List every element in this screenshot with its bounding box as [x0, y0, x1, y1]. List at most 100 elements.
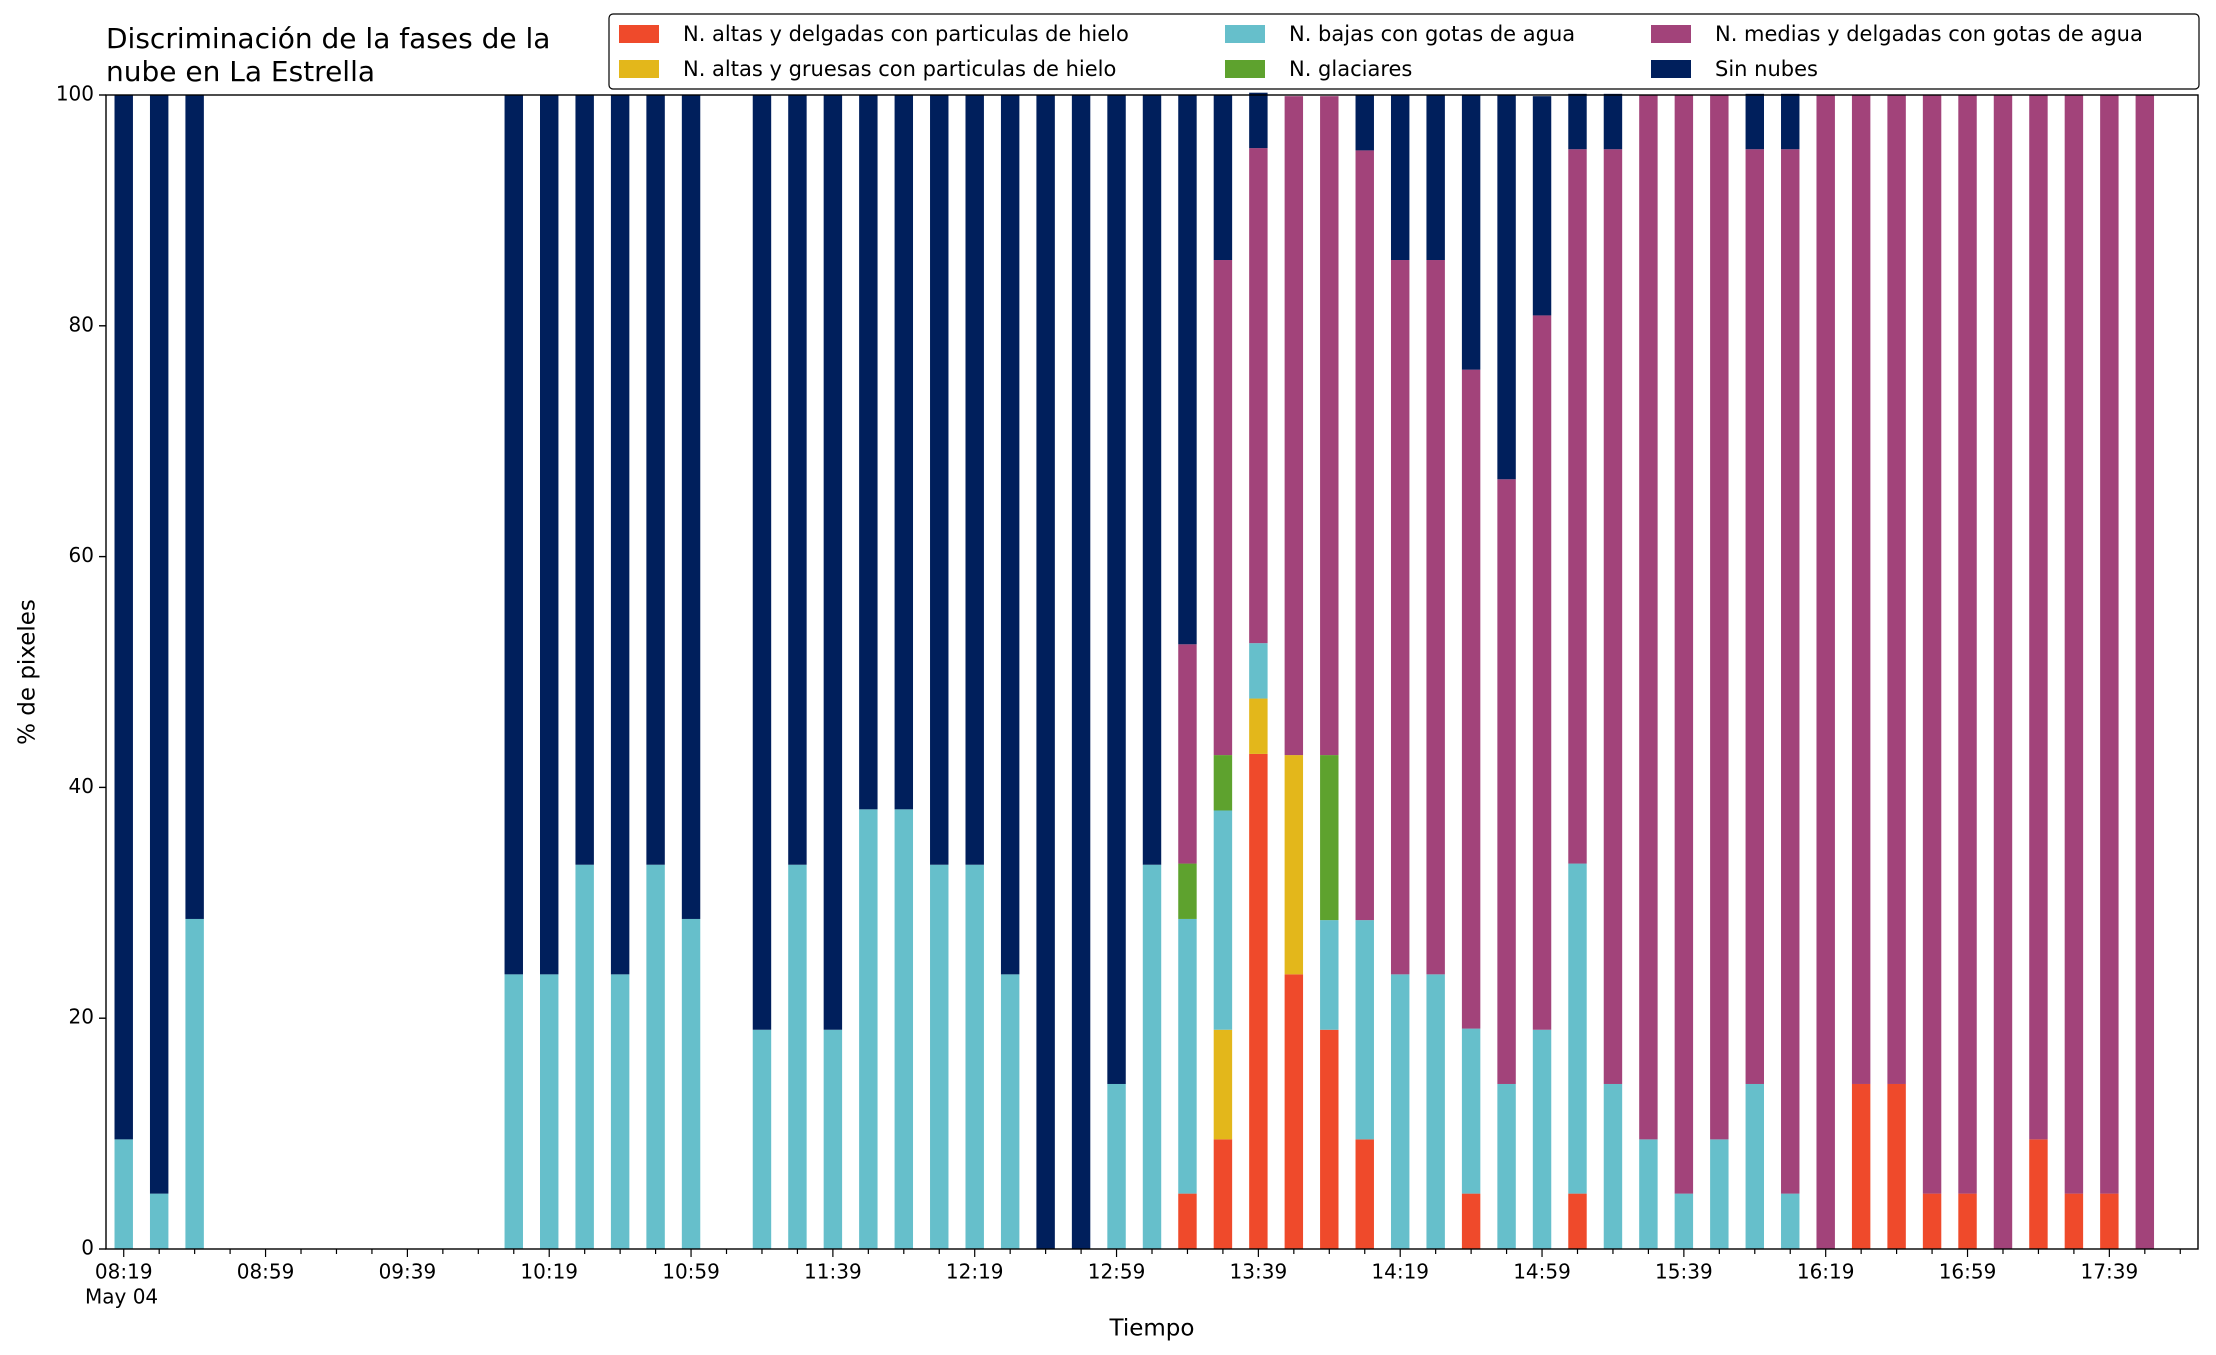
bar-segment — [788, 864, 807, 1249]
bar-segment — [1355, 150, 1374, 921]
bar-segment — [930, 95, 949, 865]
bar-segment — [1249, 148, 1268, 644]
bar-segment — [1284, 755, 1304, 975]
bar-segment — [610, 974, 630, 1249]
bar-segment — [149, 1193, 169, 1249]
bar-segment — [504, 95, 523, 975]
y-tick-label: 80 — [69, 312, 94, 336]
bar-segment — [1745, 93, 1764, 150]
bar-segment — [1249, 698, 1268, 754]
bar-segment — [1071, 95, 1091, 1249]
bar-segment — [894, 95, 914, 810]
bar-segment — [1922, 1193, 1942, 1249]
bar-segment — [1426, 974, 1445, 1249]
legend-swatch — [619, 25, 659, 43]
bar-segment — [1213, 95, 1233, 261]
legend-label: N. altas y delgadas con particulas de hi… — [683, 22, 1129, 46]
bar-segment — [1603, 149, 1623, 1084]
legend-label: N. medias y delgadas con gotas de agua — [1715, 22, 2143, 46]
x-tick-label: 14:59 — [1513, 1260, 1571, 1284]
x-tick-label: 16:59 — [1939, 1260, 1997, 1284]
bar-segment — [1320, 755, 1339, 921]
chart-title: Discriminación de la fases de la — [106, 22, 550, 55]
bar-segment — [1568, 93, 1587, 150]
y-axis-label: % de pixeles — [15, 599, 41, 745]
x-axis-label: Tiempo — [1109, 1316, 1195, 1342]
bar-segment — [1674, 95, 1694, 1194]
bar-segment — [2029, 1139, 2048, 1249]
bar-segment — [1639, 1139, 1658, 1249]
bar-segment — [965, 95, 984, 865]
bar-segment — [1568, 863, 1587, 1194]
bar-segment — [1355, 920, 1374, 1140]
bar-segment — [185, 95, 204, 919]
bar-segment — [2135, 95, 2155, 1249]
plot-frame — [105, 94, 2199, 1250]
bar-segment — [1355, 95, 1374, 151]
bar-segment — [1320, 96, 1339, 756]
bar-segment — [185, 918, 204, 1249]
x-tick-label: 12:19 — [946, 1260, 1004, 1284]
x-tick-label: 09:39 — [379, 1260, 437, 1284]
x-tick-label: 08:19 — [95, 1260, 153, 1284]
bar-segment — [1320, 1029, 1339, 1249]
bar-segment — [575, 95, 594, 865]
bar-segment — [1461, 1193, 1481, 1249]
bar-segment — [788, 95, 807, 865]
bar-segment — [1603, 93, 1623, 150]
bar-segment — [1603, 1083, 1623, 1249]
bar-segment — [1993, 95, 2013, 1249]
bar-segment — [1249, 753, 1268, 1249]
bar-segment — [1036, 95, 1055, 1249]
bar-segment — [1781, 93, 1800, 150]
x-tick-label: 12:59 — [1088, 1260, 1146, 1284]
bar-segment — [1710, 1139, 1729, 1249]
x-date-label: May 04 — [85, 1285, 158, 1309]
bar-segment — [1532, 315, 1552, 1030]
bar-segment — [1178, 644, 1197, 864]
legend-label: Sin nubes — [1715, 57, 1818, 81]
bar-segment — [1568, 149, 1587, 864]
bar-segment — [540, 974, 559, 1249]
bar-segment — [1497, 479, 1516, 1084]
bar-segment — [859, 809, 878, 1249]
x-tick-label: 08:59 — [237, 1260, 295, 1284]
bar-segment — [1390, 974, 1410, 1249]
bar-segment — [1390, 95, 1410, 261]
bar-segment — [1213, 755, 1233, 811]
bar-segment — [752, 95, 772, 1030]
bar-segment — [114, 1139, 133, 1249]
bar-segment — [1532, 1029, 1552, 1249]
bar-segment — [1178, 918, 1197, 1194]
y-tick-label: 60 — [69, 543, 94, 567]
bar-segment — [1851, 95, 1871, 1084]
chart-title: nube en La Estrella — [106, 55, 375, 88]
bar-segment — [1320, 920, 1339, 1030]
bar-segment — [114, 95, 133, 1140]
bar-segment — [1958, 1193, 1977, 1249]
y-tick-label: 20 — [69, 1005, 94, 1029]
bar-segment — [646, 864, 665, 1249]
bar-segment — [1107, 95, 1126, 1084]
bar-segment — [681, 918, 701, 1249]
bar-segment — [149, 95, 169, 1194]
bar-segment — [1213, 1029, 1233, 1140]
bar-segment — [646, 95, 665, 865]
x-tick-label: 16:19 — [1797, 1260, 1855, 1284]
bar-segment — [1816, 95, 1835, 1249]
bar-segment — [1426, 95, 1445, 261]
legend-box — [608, 13, 2200, 90]
bar-segment — [1000, 95, 1020, 975]
bar-segment — [575, 864, 594, 1249]
x-tick-label: 11:39 — [804, 1260, 862, 1284]
bar-segment — [823, 1029, 843, 1249]
bar-segment — [1710, 95, 1729, 1140]
y-tick-label: 100 — [56, 82, 94, 106]
bar-segment — [1461, 95, 1481, 370]
bar-segment — [1461, 369, 1481, 1029]
bar-segment — [1781, 149, 1800, 1194]
bar-segment — [1639, 95, 1658, 1140]
bar-segment — [1213, 810, 1233, 1030]
x-tick-label: 10:59 — [662, 1260, 720, 1284]
